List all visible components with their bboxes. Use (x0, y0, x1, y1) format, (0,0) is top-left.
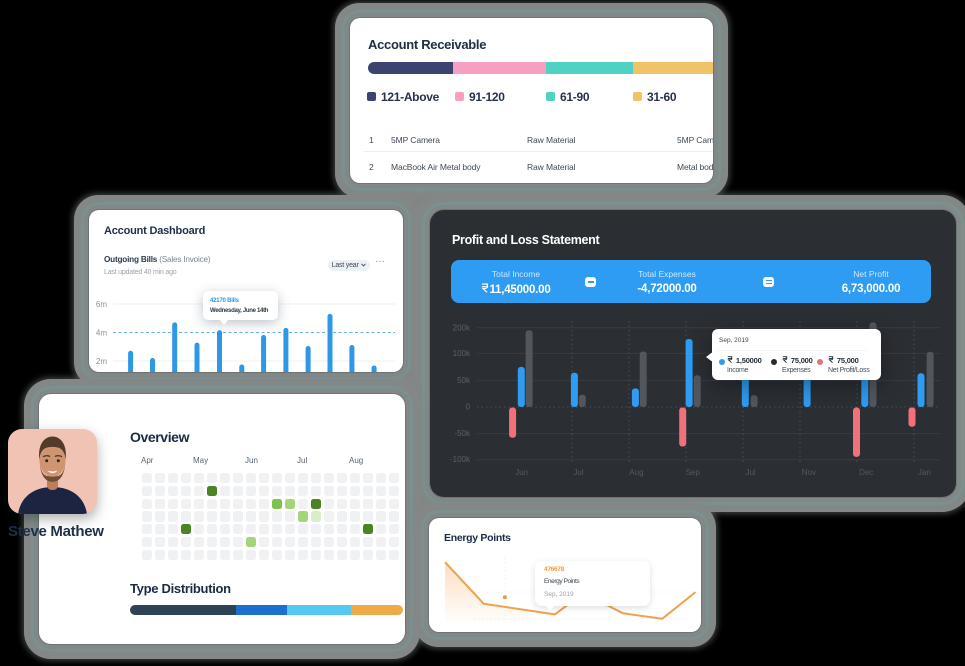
svg-text:Nov: Nov (802, 468, 816, 477)
svg-text:Dec: Dec (859, 468, 873, 477)
svg-text:0: 0 (466, 403, 471, 412)
svg-text:100k: 100k (453, 349, 471, 358)
svg-text:Jun: Jun (515, 468, 528, 477)
svg-text:Sep: Sep (686, 468, 701, 477)
svg-text:-100k: -100k (450, 455, 471, 464)
svg-text:4m: 4m (96, 329, 107, 338)
svg-text:2m: 2m (96, 357, 107, 366)
svg-text:Jul: Jul (745, 468, 755, 477)
svg-text:Jul: Jul (573, 468, 583, 477)
svg-text:Jan: Jan (918, 468, 931, 477)
svg-text:-50k: -50k (454, 429, 471, 438)
svg-text:6m: 6m (96, 300, 107, 309)
svg-text:Aug: Aug (629, 468, 643, 477)
svg-text:50k: 50k (457, 376, 471, 385)
svg-text:200k: 200k (453, 324, 471, 333)
